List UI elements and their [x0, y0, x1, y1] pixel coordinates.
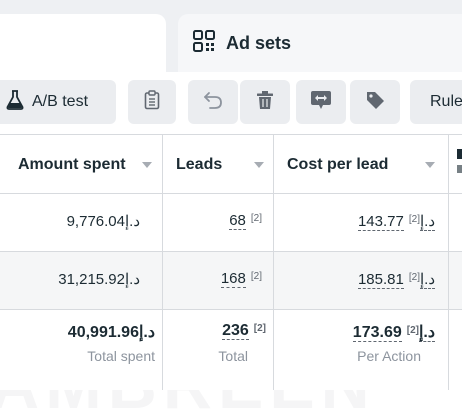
sort-caret-icon[interactable]: [142, 162, 152, 168]
next-column-header-fragment: [457, 149, 462, 159]
export-button[interactable]: [296, 80, 346, 124]
column-header-leads[interactable]: Leads: [176, 135, 272, 195]
leads-footnote: [2]: [250, 271, 262, 282]
table-header: Amount spent Leads Cost per lead: [0, 134, 462, 194]
tag-button[interactable]: [350, 80, 400, 124]
cost-per-lead-cell[interactable]: 143.77د.إ[2]: [357, 212, 435, 231]
column-divider: [448, 134, 449, 390]
column-header-cost-per-lead[interactable]: Cost per lead: [287, 135, 447, 195]
leads-cell[interactable]: 168 [2]: [220, 270, 262, 288]
column-header-amount-spent[interactable]: Amount spent: [18, 135, 162, 195]
total-spent-caption: Total spent: [87, 348, 155, 364]
column-divider: [162, 134, 163, 390]
column-header-label: Leads: [176, 156, 223, 173]
totals-row: 40,991.96د.إ Total spent 236 [2] Total 17…: [0, 310, 462, 390]
cost-footnote: [2]: [408, 272, 420, 283]
sort-caret-icon[interactable]: [254, 162, 264, 168]
table-row[interactable]: 31,215.92د.إ 168 [2] 185.81د.إ[2]: [0, 252, 462, 310]
export-icon: [310, 90, 332, 115]
ab-test-button[interactable]: A/B test: [0, 80, 116, 124]
cost-footnote: [2]: [408, 214, 420, 225]
leads-cell[interactable]: 68 [2]: [229, 212, 262, 230]
total-cost-per-lead[interactable]: 173.69د.إ[2]: [352, 322, 435, 342]
cost-value: 185.81د.إ: [357, 271, 435, 289]
trash-icon: [256, 90, 274, 115]
total-cost-value: 173.69د.إ: [352, 324, 435, 342]
rules-label: Rule: [430, 93, 462, 110]
undo-button[interactable]: [188, 80, 238, 124]
total-leads[interactable]: 236 [2]: [222, 322, 266, 340]
tag-icon: [365, 90, 385, 115]
column-header-label: Cost per lead: [287, 156, 389, 173]
total-amount-spent: 40,991.96د.إ: [67, 324, 155, 341]
per-action-caption: Per Action: [357, 348, 421, 364]
clipboard-icon: [144, 89, 160, 115]
clipboard-button[interactable]: [128, 80, 176, 124]
tab-bar: Ad sets: [0, 0, 462, 72]
leads-value: 168: [220, 270, 246, 288]
total-leads-caption: Total: [218, 348, 248, 364]
tab-ad-sets-label: Ad sets: [226, 32, 292, 53]
cost-per-lead-cell[interactable]: 185.81د.إ[2]: [357, 270, 435, 289]
leads-footnote: [2]: [253, 323, 266, 334]
leads-value: 68: [229, 212, 246, 230]
undo-icon: [203, 91, 223, 114]
column-header-label: Amount spent: [18, 156, 126, 173]
amount-spent-cell: 31,215.92د.إ: [58, 271, 140, 288]
toolbar: A/B test: [0, 72, 462, 134]
tab-campaigns[interactable]: [0, 14, 166, 72]
tab-ad-sets[interactable]: Ad sets: [178, 14, 462, 72]
flask-icon: [6, 89, 24, 115]
delete-button[interactable]: [240, 80, 290, 124]
results-table: AMBREEN Amount spent Leads Cost per lead…: [0, 134, 462, 410]
grid-icon: [192, 29, 216, 58]
sort-caret-icon[interactable]: [425, 162, 435, 168]
ab-test-label: A/B test: [32, 93, 89, 110]
column-divider: [273, 134, 274, 390]
rules-button[interactable]: Rule: [410, 80, 462, 124]
cost-value: 143.77د.إ: [357, 213, 435, 231]
table-row[interactable]: 9,776.04د.إ 68 [2] 143.77د.إ[2]: [0, 194, 462, 252]
amount-spent-cell: 9,776.04د.إ: [66, 213, 140, 230]
cost-footnote: [2]: [406, 325, 419, 336]
leads-footnote: [2]: [250, 213, 262, 224]
next-column-header-fragment: [457, 165, 462, 173]
total-leads-value: 236: [222, 322, 249, 340]
